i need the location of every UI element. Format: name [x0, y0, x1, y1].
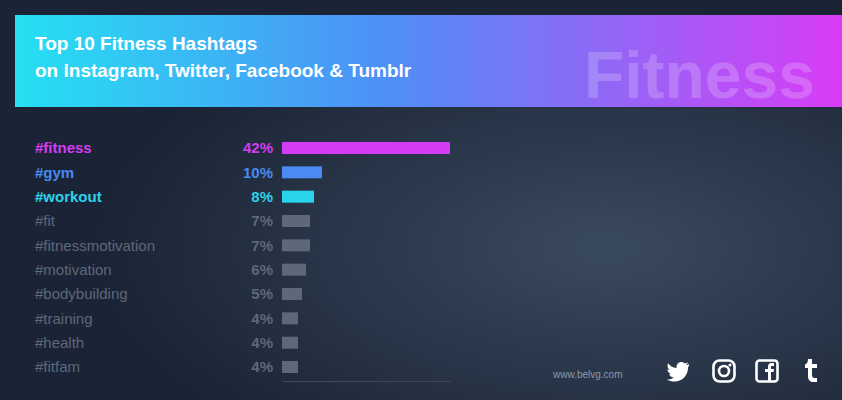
tumblr-t	[805, 359, 817, 382]
instagram-icon	[714, 361, 735, 382]
twitter-shape	[667, 362, 689, 382]
facebook-frame	[757, 361, 778, 382]
bar	[282, 166, 322, 178]
category-label: #training	[35, 310, 93, 327]
bars	[282, 142, 450, 373]
watermark: Fitness	[584, 38, 815, 112]
bar	[282, 142, 450, 154]
data-label: 42%	[243, 139, 273, 156]
category-label: #fitfam	[35, 358, 80, 375]
data-labels: 42% 10% 8% 7% 7% 6% 5% 4% 4% 4%	[243, 139, 273, 375]
instagram-frame	[714, 361, 735, 382]
instagram-dot	[729, 364, 732, 367]
bar	[282, 337, 298, 349]
facebook-icon	[757, 361, 778, 383]
data-label: 8%	[251, 188, 273, 205]
title: Top 10 Fitness Hashtags	[35, 33, 257, 54]
bar	[282, 312, 298, 324]
data-label: 4%	[251, 310, 273, 327]
category-label: #motivation	[35, 261, 112, 278]
instagram-lens	[719, 366, 729, 376]
facebook-f	[765, 363, 774, 382]
category-label: #workout	[35, 188, 102, 205]
bar	[282, 215, 310, 227]
data-label: 4%	[251, 334, 273, 351]
social-icons	[667, 359, 817, 382]
x-axis-line	[283, 381, 451, 382]
category-label: #fitness	[35, 139, 92, 156]
bar	[282, 191, 314, 203]
data-label: 5%	[251, 285, 273, 302]
category-label: #fitnessmotivation	[35, 237, 155, 254]
x-axis	[283, 381, 451, 382]
twitter-icon	[667, 362, 689, 382]
data-label: 6%	[251, 261, 273, 278]
category-label: #gym	[35, 164, 74, 181]
tumblr-icon	[805, 359, 817, 382]
category-labels: #fitness #gym #workout #fit #fitnessmotivati…	[35, 139, 155, 375]
bar	[282, 288, 302, 300]
category-label: #fit	[35, 212, 56, 229]
data-label: 10%	[243, 164, 273, 181]
category-label: #health	[35, 334, 84, 351]
subtitle: on Instagram, Twitter, Facebook & Tumblr	[35, 60, 412, 81]
footer-url: www.belvg.com	[552, 369, 622, 380]
bar	[282, 264, 306, 276]
data-label: 7%	[251, 237, 273, 254]
data-label: 7%	[251, 212, 273, 229]
bar	[282, 239, 310, 251]
chart: Fitness Top 10 Fitness Hashtags on Instagr…	[0, 0, 842, 400]
bar	[282, 361, 298, 373]
data-label: 4%	[251, 358, 273, 375]
category-label: #bodybuilding	[35, 285, 128, 302]
background	[0, 0, 842, 400]
